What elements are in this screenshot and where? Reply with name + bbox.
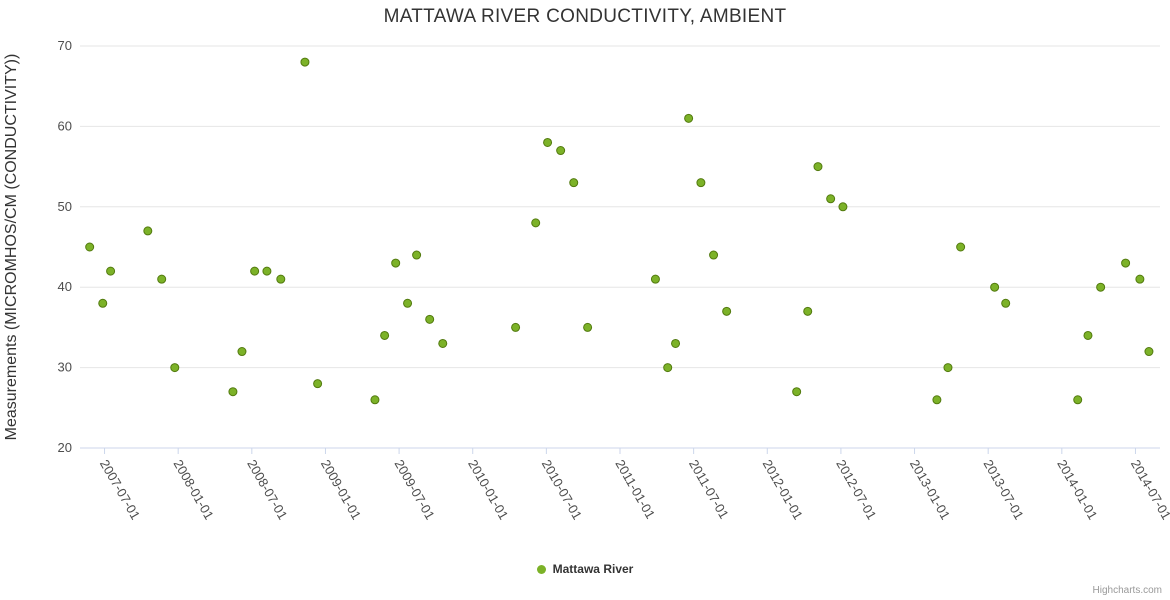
y-axis-label: 40 (58, 279, 72, 294)
data-point[interactable] (98, 298, 108, 308)
data-point[interactable] (250, 266, 260, 276)
data-point[interactable] (813, 162, 823, 172)
legend-marker-icon (536, 564, 546, 574)
y-axis-label: 30 (58, 360, 72, 375)
x-axis-label: 2009-07-01 (391, 457, 437, 522)
data-point[interactable] (106, 266, 116, 276)
x-axis-label: 2008-07-01 (244, 457, 290, 522)
data-point[interactable] (990, 282, 1000, 292)
data-point[interactable] (425, 314, 435, 324)
data-point[interactable] (300, 57, 310, 67)
x-axis-label: 2007-07-01 (97, 457, 143, 522)
y-axis-title: Measurements (MICROMHOS/CM (CONDUCTIVITY… (3, 54, 20, 441)
data-point[interactable] (276, 274, 286, 284)
data-point[interactable] (792, 387, 802, 397)
data-point[interactable] (838, 202, 848, 212)
data-point[interactable] (556, 146, 566, 156)
data-point[interactable] (1001, 298, 1011, 308)
data-point[interactable] (722, 306, 732, 316)
data-point[interactable] (696, 178, 706, 188)
data-point[interactable] (569, 178, 579, 188)
data-point[interactable] (157, 274, 167, 284)
x-axis (80, 447, 1160, 454)
data-point[interactable] (943, 363, 953, 373)
data-point[interactable] (956, 242, 966, 252)
legend-item-mattawa-river[interactable]: Mattawa River (0, 562, 1170, 576)
data-point[interactable] (1144, 347, 1154, 357)
data-point[interactable] (1073, 395, 1083, 405)
y-axis-label: 50 (58, 199, 72, 214)
x-axis-label: 2012-07-01 (833, 457, 879, 522)
x-axis-label: 2013-07-01 (981, 457, 1027, 522)
data-point[interactable] (543, 137, 553, 147)
x-axis-label: 2012-01-01 (760, 457, 806, 522)
y-axis-labels: 20 30 40 50 60 70 (58, 38, 72, 455)
chart-title: MATTAWA RIVER CONDUCTIVITY, AMBIENT (383, 6, 787, 27)
x-axis-labels: 2007-07-01 2008-01-01 2008-07-01 2009-01-01… (97, 457, 1170, 522)
data-point[interactable] (709, 250, 719, 260)
y-axis-label: 20 (58, 440, 72, 455)
data-point[interactable] (313, 379, 323, 389)
data-point[interactable] (583, 322, 593, 332)
x-axis-label: 2011-07-01 (686, 457, 732, 521)
x-axis-label: 2014-07-01 (1128, 457, 1170, 522)
y-axis-label: 60 (58, 118, 72, 133)
data-point[interactable] (143, 226, 153, 236)
data-point[interactable] (1096, 282, 1106, 292)
gridlines (80, 45, 1160, 369)
data-point[interactable] (228, 387, 238, 397)
data-point[interactable] (663, 363, 673, 373)
data-point[interactable] (650, 274, 660, 284)
x-axis-label: 2008-01-01 (171, 457, 217, 522)
data-point[interactable] (1083, 330, 1093, 340)
data-point[interactable] (370, 395, 380, 405)
x-axis-label: 2010-07-01 (539, 457, 585, 522)
data-point[interactable] (1121, 258, 1131, 268)
data-point[interactable] (511, 322, 521, 332)
data-point[interactable] (438, 338, 448, 348)
x-axis-label: 2011-01-01 (612, 457, 658, 521)
data-point[interactable] (85, 242, 95, 252)
x-axis-label: 2014-01-01 (1054, 457, 1100, 522)
x-axis-label: 2009-01-01 (318, 457, 364, 522)
credits-link[interactable]: Highcharts.com (1092, 585, 1162, 596)
data-point[interactable] (170, 363, 180, 373)
series-mattawa-river (85, 57, 1154, 405)
data-point[interactable] (531, 218, 541, 228)
x-axis-label: 2013-01-01 (907, 457, 953, 522)
data-point[interactable] (412, 250, 422, 260)
legend-item-label: Mattawa River (552, 562, 634, 576)
data-point[interactable] (932, 395, 942, 405)
data-point[interactable] (380, 330, 390, 340)
data-point[interactable] (826, 194, 836, 204)
data-point[interactable] (671, 338, 681, 348)
data-point[interactable] (391, 258, 401, 268)
y-axis-label: 70 (58, 38, 72, 53)
data-point[interactable] (684, 113, 694, 123)
data-point[interactable] (803, 306, 813, 316)
data-point[interactable] (403, 298, 413, 308)
data-point[interactable] (237, 347, 247, 357)
x-axis-label: 2010-01-01 (465, 457, 511, 522)
data-point[interactable] (1135, 274, 1145, 284)
data-point[interactable] (262, 266, 272, 276)
